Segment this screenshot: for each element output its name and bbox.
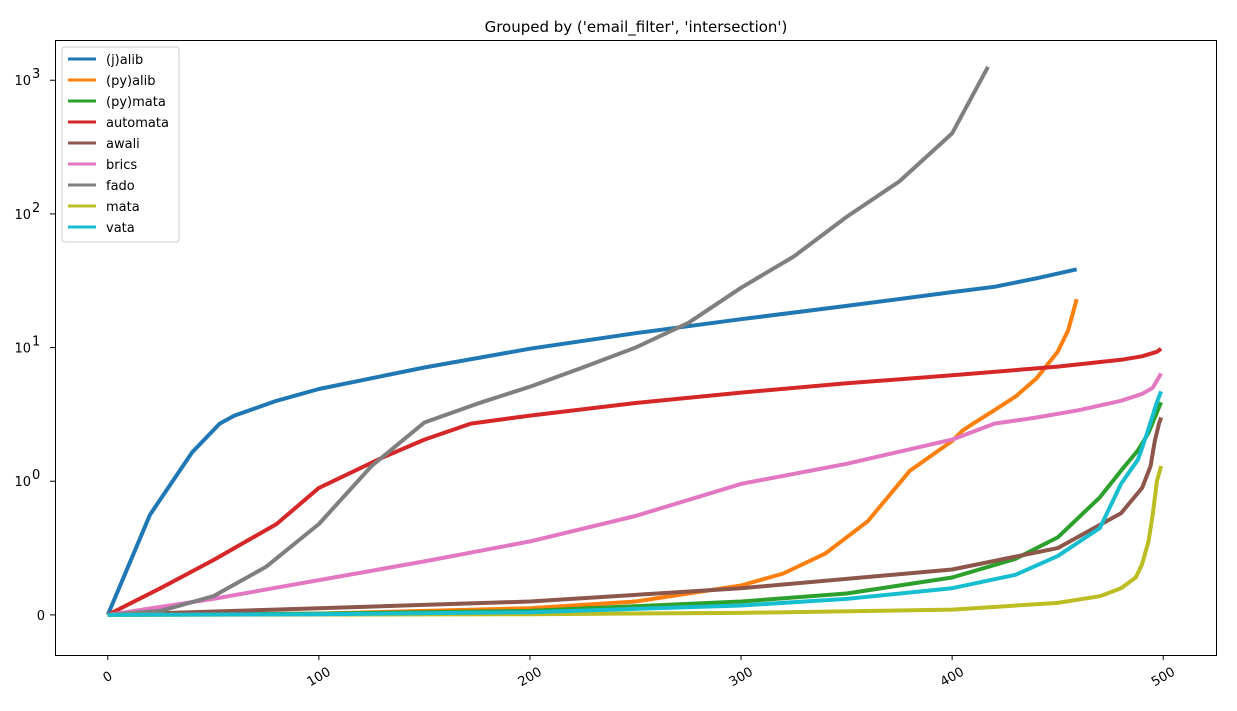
series-line-6 bbox=[107, 65, 990, 617]
y-tick-label: 0 bbox=[37, 609, 45, 624]
legend-box bbox=[61, 46, 180, 243]
series-line-7 bbox=[107, 465, 1164, 617]
series-line-8 bbox=[107, 390, 1163, 617]
series-line-3 bbox=[106, 347, 1163, 617]
y-tick-exponent: 2 bbox=[32, 201, 40, 216]
series-line-0 bbox=[105, 267, 1078, 616]
y-tick-label: 10 bbox=[14, 74, 31, 89]
series-line-4 bbox=[107, 416, 1163, 617]
y-tick-exponent: 0 bbox=[32, 468, 40, 483]
y-tick-exponent: 1 bbox=[32, 335, 40, 350]
legend-label: brics bbox=[106, 158, 137, 173]
y-tick-label: 10 bbox=[14, 208, 31, 223]
y-tick-label: 10 bbox=[14, 342, 31, 357]
legend-label: (py)alib bbox=[106, 74, 156, 89]
legend-label: fado bbox=[106, 179, 135, 194]
legend-label: (j)alib bbox=[106, 53, 143, 68]
legend: (j)alib (py)alib (py)mata automata awali bric… bbox=[61, 46, 180, 243]
legend-label: automata bbox=[106, 116, 169, 131]
series-layer bbox=[105, 65, 1164, 617]
chart-title: Grouped by ('email_filter', 'intersectio… bbox=[485, 18, 788, 37]
legend-label: (py)mata bbox=[106, 95, 166, 110]
series-line-1 bbox=[107, 298, 1079, 617]
series-line-5 bbox=[107, 372, 1163, 617]
y-tick-label: 10 bbox=[14, 475, 31, 490]
legend-label: awali bbox=[106, 137, 140, 152]
plot-frame bbox=[55, 40, 1217, 656]
y-tick-exponent: 3 bbox=[32, 67, 40, 82]
legend-label: mata bbox=[106, 200, 140, 215]
legend-label: vata bbox=[106, 221, 135, 236]
